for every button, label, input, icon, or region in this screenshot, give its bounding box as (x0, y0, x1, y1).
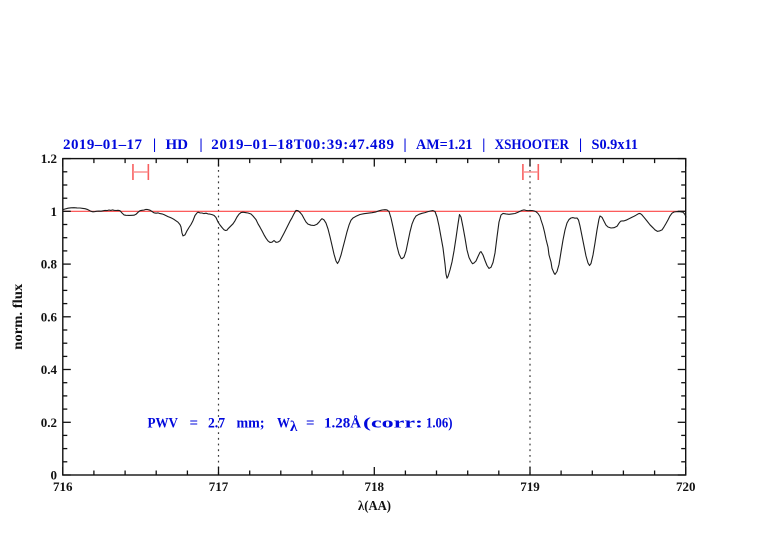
svg-text:1.28Å: 1.28Å (324, 416, 361, 432)
svg-text:717: 717 (209, 479, 229, 494)
svg-text:2019–01–17: 2019–01–17 (63, 137, 143, 153)
svg-text:|: | (199, 137, 202, 153)
svg-text:norm. flux: norm. flux (11, 284, 26, 350)
svg-text:|: | (403, 137, 406, 153)
svg-text:1.06): 1.06) (426, 416, 453, 432)
svg-text:720: 720 (676, 479, 696, 494)
svg-text:XSHOOTER: XSHOOTER (495, 137, 570, 153)
svg-text:718: 718 (365, 479, 385, 494)
svg-text:HD: HD (166, 137, 189, 153)
svg-text:=: = (306, 416, 315, 432)
svg-text:0.4: 0.4 (41, 362, 58, 377)
svg-text:719: 719 (520, 479, 540, 494)
svg-text:0.8: 0.8 (41, 257, 58, 272)
svg-text:2019–01–18T00:39:47.489: 2019–01–18T00:39:47.489 (211, 137, 394, 153)
svg-text:mm;: mm; (237, 416, 265, 432)
svg-text:|: | (579, 137, 582, 153)
svg-text:λ(AA): λ(AA) (358, 498, 391, 513)
svg-text:0.6: 0.6 (41, 309, 58, 324)
svg-text:|: | (482, 137, 485, 153)
svg-text:2.7: 2.7 (208, 416, 225, 432)
svg-text:1: 1 (51, 204, 58, 219)
svg-text:|: | (153, 137, 156, 153)
svg-text:0: 0 (51, 468, 58, 483)
svg-text:1.2: 1.2 (41, 151, 57, 166)
svg-text:W: W (277, 416, 290, 432)
svg-text:AM=1.21: AM=1.21 (416, 137, 473, 153)
svg-text:0.2: 0.2 (41, 415, 57, 430)
svg-text:(corr:: (corr: (363, 416, 423, 432)
svg-text:λ: λ (290, 419, 298, 435)
svg-text:716: 716 (53, 479, 73, 494)
svg-text:=: = (190, 416, 199, 432)
svg-text:PWV: PWV (148, 416, 179, 432)
svg-text:S0.9x11: S0.9x11 (592, 137, 639, 153)
